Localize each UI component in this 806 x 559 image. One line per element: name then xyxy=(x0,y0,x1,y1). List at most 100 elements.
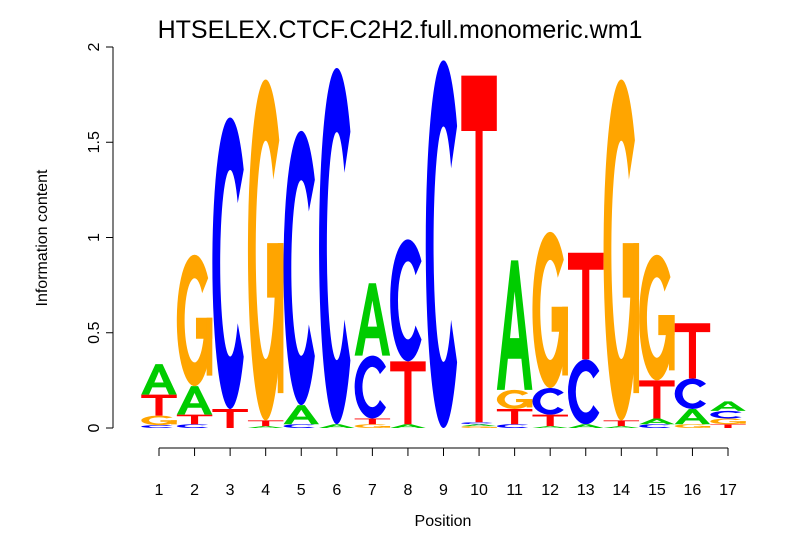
letter-A-shape xyxy=(247,426,284,428)
letter-T-shape xyxy=(603,420,640,427)
letter-T xyxy=(141,394,177,416)
x-tick-label: 13 xyxy=(577,482,595,499)
letter-C xyxy=(283,130,315,406)
x-tick-label: 8 xyxy=(403,482,412,499)
letter-C-shape xyxy=(354,355,386,419)
letter-G-shape xyxy=(633,243,640,394)
letter-A-shape xyxy=(354,283,391,356)
letter-T xyxy=(390,361,426,425)
letter-A xyxy=(496,260,533,390)
letter-C-shape xyxy=(496,424,529,428)
letter-C-shape xyxy=(674,378,707,409)
letter-A-shape xyxy=(532,426,568,428)
letter-A-shape xyxy=(461,424,497,427)
letter-C xyxy=(354,355,386,419)
x-tick-label: 10 xyxy=(470,482,488,499)
letter-A xyxy=(674,408,711,425)
letter-G xyxy=(603,79,640,421)
x-tick-label: 15 xyxy=(648,482,666,499)
letter-G-shape xyxy=(603,79,638,421)
x-tick-label: 7 xyxy=(368,482,377,499)
letter-C xyxy=(567,359,600,425)
letter-A xyxy=(461,424,497,427)
letter-G-shape xyxy=(526,399,533,408)
letter-C xyxy=(176,424,209,428)
letter-T-shape xyxy=(532,414,568,427)
x-tick-label: 3 xyxy=(226,482,235,499)
letter-A xyxy=(603,426,640,428)
letter-C-shape xyxy=(710,410,742,419)
x-tick-label: 5 xyxy=(297,482,306,499)
x-tick-label: 9 xyxy=(439,482,448,499)
letter-A-shape xyxy=(283,405,319,425)
letter-T-shape xyxy=(639,380,675,419)
letter-C-shape xyxy=(176,424,209,428)
letter-stack-5 xyxy=(283,130,319,428)
letter-stack-15 xyxy=(639,254,675,428)
x-tick-label: 1 xyxy=(155,482,164,499)
letter-T xyxy=(176,414,213,425)
letter-C-shape xyxy=(461,422,493,425)
letter-G-shape xyxy=(740,421,746,424)
letter-C xyxy=(141,425,173,428)
letter-A xyxy=(532,426,568,428)
letter-T xyxy=(496,408,533,425)
letter-G-shape xyxy=(674,424,710,429)
letter-stack-2 xyxy=(176,254,213,428)
letter-stack-4 xyxy=(247,79,284,428)
letter-G-shape xyxy=(668,314,675,371)
letter-C-shape xyxy=(283,130,315,406)
letter-T-shape xyxy=(354,418,391,425)
letter-C-shape xyxy=(283,424,315,428)
letter-G-shape xyxy=(496,389,532,409)
letter-stack-8 xyxy=(390,239,426,428)
letter-T xyxy=(532,414,568,427)
letter-G-shape xyxy=(491,427,497,428)
y-tick-label: 2 xyxy=(86,42,103,51)
x-tick-label: 2 xyxy=(190,482,199,499)
letter-T xyxy=(212,408,248,428)
letter-stack-17 xyxy=(710,401,746,428)
letter-A xyxy=(319,424,355,428)
letter-G-shape xyxy=(141,415,176,426)
letter-G-shape xyxy=(461,426,496,429)
letter-A-shape xyxy=(141,364,177,395)
x-tick-label: 4 xyxy=(261,482,270,499)
letter-G-shape xyxy=(277,243,284,394)
x-tick-label: 17 xyxy=(719,482,737,499)
letter-T-shape xyxy=(496,408,533,425)
letter-A xyxy=(176,386,213,415)
letter-G xyxy=(461,426,497,429)
letter-T xyxy=(639,380,675,419)
letter-G-shape xyxy=(171,420,177,425)
letter-A-shape xyxy=(710,401,746,411)
letter-C-shape xyxy=(532,387,564,415)
letter-A xyxy=(568,424,604,428)
letter-C xyxy=(319,67,351,425)
y-axis-label: Information content xyxy=(34,169,51,307)
letter-A-shape xyxy=(176,386,213,415)
letter-G-shape xyxy=(639,254,674,381)
letter-T-shape xyxy=(710,424,746,428)
letter-G-shape xyxy=(562,306,568,376)
letter-G xyxy=(354,424,391,429)
letter-A-shape xyxy=(603,426,640,428)
x-axis-label: Position xyxy=(415,513,472,530)
letter-stack-16 xyxy=(674,323,711,429)
letter-C xyxy=(390,239,422,362)
letter-A xyxy=(710,401,746,411)
y-tick-label: 1 xyxy=(86,233,103,242)
y-tick-label: 1.5 xyxy=(86,131,103,153)
letter-T xyxy=(710,424,746,428)
letter-C xyxy=(496,424,529,428)
y-tick-label: 0 xyxy=(86,423,103,432)
letter-T-shape xyxy=(141,394,177,416)
letter-A xyxy=(639,418,675,425)
letter-G-shape xyxy=(704,426,711,428)
letter-stack-6 xyxy=(319,67,355,428)
letter-G-shape xyxy=(532,231,567,389)
letter-stack-1 xyxy=(141,364,177,428)
letter-T xyxy=(674,323,711,379)
letter-A xyxy=(283,405,319,425)
